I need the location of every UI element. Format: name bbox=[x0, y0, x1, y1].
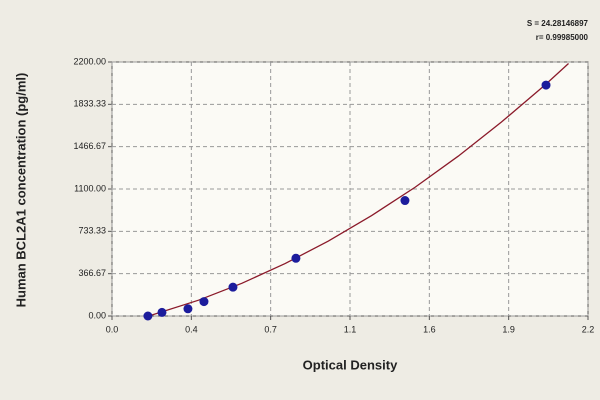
data-point bbox=[157, 307, 167, 317]
y-tick-label: 2200.00 bbox=[73, 56, 106, 66]
x-tick-label: 2.2 bbox=[582, 324, 595, 334]
data-point bbox=[199, 297, 209, 307]
x-axis-title: Optical Density bbox=[303, 357, 398, 372]
y-tick-label: 1100.00 bbox=[74, 183, 106, 193]
annotation: S = 24.28146897 bbox=[527, 19, 589, 28]
y-tick-label: 1466.67 bbox=[73, 141, 106, 151]
data-point bbox=[291, 253, 301, 263]
x-tick-label: 1.1 bbox=[344, 324, 357, 334]
y-tick-label: 0.00 bbox=[88, 310, 106, 320]
data-point bbox=[143, 311, 153, 321]
data-point bbox=[541, 80, 551, 90]
annotation: r= 0.99985000 bbox=[536, 33, 589, 42]
x-tick-label: 1.6 bbox=[423, 324, 436, 334]
x-tick-label: 0.0 bbox=[106, 324, 119, 334]
y-tick-label: 366.67 bbox=[78, 268, 106, 278]
x-tick-label: 1.9 bbox=[502, 324, 515, 334]
y-tick-label: 733.33 bbox=[78, 226, 106, 236]
y-axis-title: Human BCL2A1 concentration (pg/ml) bbox=[13, 73, 28, 308]
data-point bbox=[183, 304, 193, 314]
data-point bbox=[228, 282, 238, 292]
data-point bbox=[400, 196, 410, 206]
x-tick-label: 0.4 bbox=[185, 324, 198, 334]
x-tick-label: 0.7 bbox=[264, 324, 277, 334]
y-tick-label: 1833.33 bbox=[73, 99, 106, 109]
fit-curve bbox=[148, 63, 569, 317]
